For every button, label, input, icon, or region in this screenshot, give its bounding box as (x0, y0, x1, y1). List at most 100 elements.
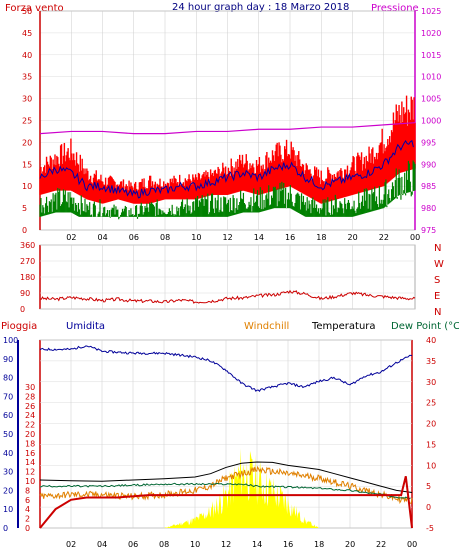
y-tick-outer: 30 (3, 468, 13, 477)
y-tick-inner: 0 (25, 524, 30, 533)
y-tick-inner: 2 (25, 515, 30, 524)
x-tick: 18 (316, 233, 326, 242)
legend-label: Umidita (66, 321, 105, 332)
y-tick-inner: 20 (25, 430, 35, 439)
rain-cumulative-line (39, 476, 413, 529)
y-tick-right: 980 (421, 204, 436, 213)
y-tick-right: 985 (421, 182, 436, 191)
y-tick-outer: 80 (3, 374, 13, 383)
y-tick-outer: 40 (3, 449, 13, 458)
y-tick-right: 25 (426, 399, 436, 408)
y-tick-right: 1010 (421, 73, 441, 82)
x-tick: 20 (345, 540, 355, 549)
y-tick-outer: 100 (3, 336, 18, 345)
x-tick: 06 (128, 540, 138, 549)
y-tick-left: 270 (20, 257, 35, 266)
legend-label: Pioggia (1, 321, 37, 332)
y-tick-right: 15 (426, 440, 436, 449)
x-tick: 04 (97, 540, 107, 549)
y-tick-inner: 24 (25, 411, 35, 420)
y-tick-left: 45 (22, 29, 32, 38)
y-tick-left: 20 (22, 138, 32, 147)
y-tick-outer: 70 (3, 392, 13, 401)
y-tick-right: 1015 (421, 51, 441, 60)
y-tick-right: 975 (421, 226, 436, 235)
rain-rate-area (40, 448, 412, 528)
x-tick: 00 (410, 233, 420, 242)
chart-title: 24 hour graph day : 18 Marzo 2018 (172, 2, 349, 13)
y-tick-left: 30 (22, 95, 32, 104)
y-tick-right: 1000 (421, 117, 441, 126)
y-tick-right: -5 (426, 524, 434, 533)
windchill-line (39, 465, 413, 504)
x-tick: 02 (66, 540, 76, 549)
x-tick: 22 (379, 233, 389, 242)
y-tick-inner: 4 (25, 505, 30, 514)
y-tick-right: 0 (426, 503, 431, 512)
avg-wind-line (39, 139, 414, 199)
y-tick-left: 15 (22, 160, 32, 169)
direction-label: S (434, 275, 440, 286)
dewpoint-line (40, 482, 411, 500)
y-tick-right: 35 (426, 357, 436, 366)
direction-label: N (434, 243, 441, 254)
legend-label: Temperatura (311, 321, 376, 332)
y-tick-inner: 12 (25, 468, 35, 477)
y-tick-outer: 50 (3, 430, 13, 439)
y-tick-right: 1025 (421, 7, 441, 16)
y-tick-inner: 6 (25, 496, 30, 505)
panel1-left-label: Forza vento (5, 3, 64, 14)
y-tick-left: 35 (22, 73, 32, 82)
x-tick: 08 (159, 540, 169, 549)
y-tick-inner: 10 (25, 477, 35, 486)
y-tick-right: 5 (426, 482, 431, 491)
panel1-right-label: Pressione (371, 3, 419, 14)
x-tick: 04 (98, 233, 108, 242)
pressure-line (39, 122, 416, 135)
y-tick-right: 1005 (421, 95, 441, 104)
humidity-line (39, 345, 413, 392)
y-tick-left: 10 (22, 182, 32, 191)
y-tick-right: 1020 (421, 29, 441, 38)
wind-direction-line (39, 289, 416, 304)
x-tick: 12 (223, 233, 233, 242)
y-tick-left: 50 (22, 7, 32, 16)
y-tick-inner: 28 (25, 392, 35, 401)
y-tick-outer: 10 (3, 505, 13, 514)
y-tick-left: 0 (22, 226, 27, 235)
y-tick-left: 0 (20, 305, 25, 314)
y-tick-outer: 0 (3, 524, 8, 533)
y-tick-inner: 14 (25, 458, 35, 467)
x-tick: 22 (376, 540, 386, 549)
y-tick-inner: 8 (25, 486, 30, 495)
x-tick: 02 (66, 233, 76, 242)
y-tick-right: 40 (426, 336, 436, 345)
y-tick-right: 30 (426, 378, 436, 387)
direction-label: N (434, 307, 441, 318)
x-tick: 08 (160, 233, 170, 242)
y-tick-inner: 26 (25, 402, 35, 411)
y-tick-outer: 60 (3, 411, 13, 420)
x-tick: 14 (254, 233, 264, 242)
y-tick-right: 10 (426, 461, 436, 470)
y-tick-left: 360 (20, 241, 35, 250)
y-tick-inner: 16 (25, 449, 35, 458)
y-tick-outer: 90 (3, 355, 13, 364)
y-tick-right: 995 (421, 138, 436, 147)
x-tick: 20 (348, 233, 358, 242)
x-tick: 10 (190, 540, 200, 549)
y-tick-left: 90 (20, 289, 30, 298)
direction-label: W (434, 259, 444, 270)
x-tick: 14 (252, 540, 262, 549)
y-tick-left: 180 (20, 273, 35, 282)
y-tick-left: 40 (22, 51, 32, 60)
x-tick: 06 (129, 233, 139, 242)
x-tick: 10 (191, 233, 201, 242)
y-tick-inner: 18 (25, 439, 35, 448)
x-tick: 16 (283, 540, 293, 549)
y-tick-left: 25 (22, 117, 32, 126)
direction-label: E (434, 291, 440, 302)
legend-label: Windchill (244, 321, 289, 332)
y-tick-inner: 30 (25, 383, 35, 392)
